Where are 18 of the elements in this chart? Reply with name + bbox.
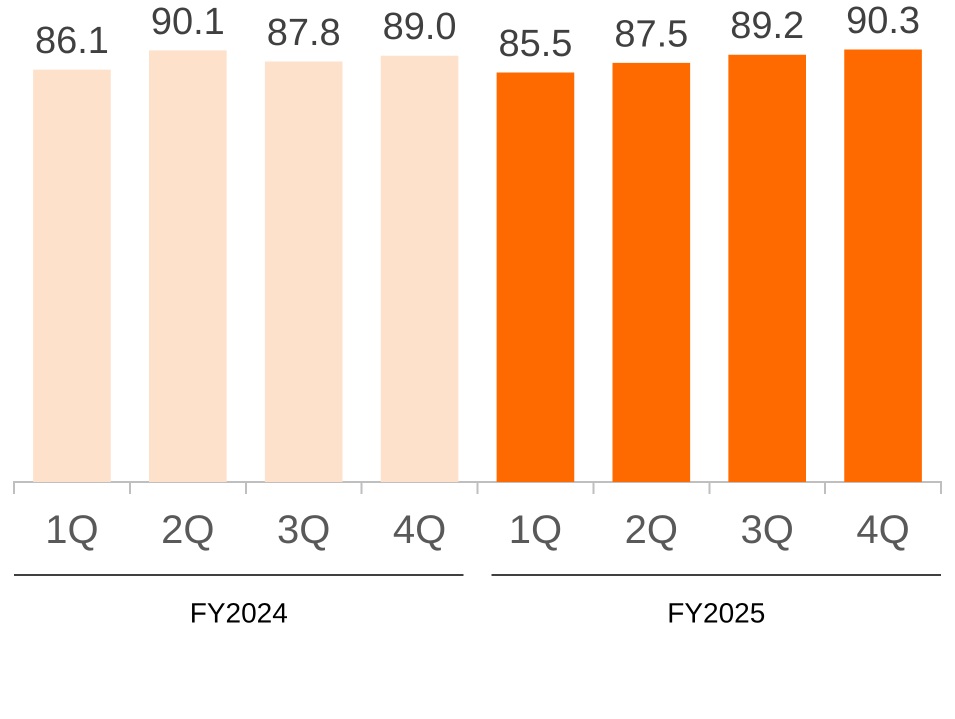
text: FY2024 — [190, 598, 288, 629]
data-label: 87.8 — [266, 12, 341, 54]
x-tick-label: 2Q — [161, 508, 214, 552]
x-tick-label: 3Q — [740, 508, 794, 552]
data-label: 90.3 — [846, 0, 920, 42]
x-tick-label: 2Q — [624, 508, 678, 552]
x-tick-label: 1Q — [508, 508, 562, 552]
x-tick-label: 4Q — [856, 508, 910, 552]
data-label: 87.5 — [614, 13, 688, 56]
data-label: 85.5 — [498, 22, 572, 65]
data-label: 89.0 — [382, 6, 457, 48]
text: FY2025 — [667, 598, 766, 629]
data-label: 89.2 — [730, 5, 804, 48]
data-label: 90.1 — [150, 0, 225, 43]
x-tick-label: 4Q — [392, 508, 446, 552]
x-tick-label: 3Q — [277, 508, 330, 552]
data-label: 86.1 — [34, 20, 109, 62]
x-tick-label: 1Q — [45, 508, 99, 552]
